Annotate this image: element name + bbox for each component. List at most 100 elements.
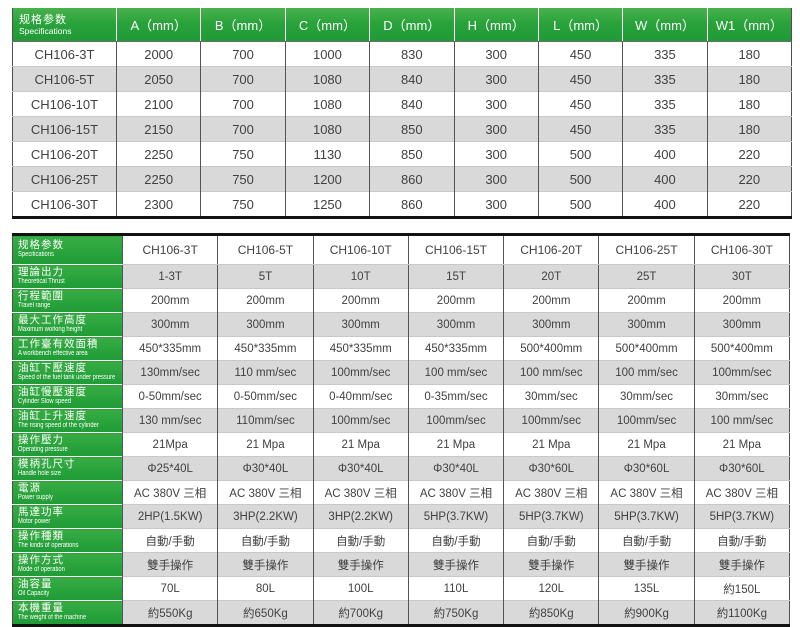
dimension-value-cell: 220 <box>706 166 792 192</box>
model-column-header: CH106-15T <box>407 234 504 265</box>
spec-value-cell: 135L <box>598 576 695 601</box>
dimension-value-cell: 700 <box>200 41 286 67</box>
spec-value-cell: 10T <box>312 264 409 289</box>
spec-label-zh: 油缸上升速度 <box>18 409 87 422</box>
dimension-value-cell: 850 <box>369 116 454 142</box>
dimension-value-cell: 700 <box>200 91 286 117</box>
spec-row: 油缸下壓速度 Speed of the fuel tank under press… <box>12 360 790 385</box>
spec-value-cell: 21 Mpa <box>503 432 599 457</box>
spec-row-label-cell: 本機重量 The weight of the machine <box>12 600 123 626</box>
spec-value-cell: AC 380V 三相 <box>407 480 504 505</box>
spec-row-label-cell: 馬達功率 Motor power <box>12 504 123 529</box>
model-column-header: CH106-10T <box>312 234 409 265</box>
spec-value-cell: 100 mm/sec <box>503 360 599 385</box>
dimension-value-cell: 1000 <box>284 41 370 67</box>
spec-value-cell: AC 380V 三相 <box>598 480 695 505</box>
spec-value-cell: 110mm/sec <box>217 408 314 433</box>
spec-label-en: A workbench effective area <box>18 349 88 357</box>
model-column-header: CH106-30T <box>693 234 790 265</box>
model-column-header: CH106-25T <box>598 234 695 265</box>
dimension-value-cell: 450 <box>537 91 623 117</box>
dimension-value-cell: 400 <box>622 141 708 167</box>
spec-value-cell: 雙手操作 <box>407 552 504 577</box>
spec-value-cell: 自動/手動 <box>217 528 314 553</box>
spec-value-cell: 1-3T <box>121 264 218 289</box>
spec-value-cell: 450*335mm <box>312 336 409 361</box>
spec-value-cell: 300mm <box>121 312 218 337</box>
model-name-cell: CH106-5T <box>12 66 117 92</box>
spec-label-en: Theoretical Thrust <box>18 277 65 285</box>
specs-corner-zh: 规格参数 <box>18 239 64 252</box>
spec-label-zh: 油缸慢壓速度 <box>18 385 87 398</box>
model-name-cell: CH106-30T <box>12 191 117 218</box>
spec-label-zh: 操作壓力 <box>18 433 64 446</box>
spec-value-cell: 300mm <box>312 312 409 337</box>
spec-value-cell: 100 mm/sec <box>407 360 504 385</box>
spec-value-cell: 5HP(3.7KW) <box>407 504 504 529</box>
spec-row-label-cell: 油缸下壓速度 Speed of the fuel tank under press… <box>12 360 123 385</box>
dimension-value-cell: 300 <box>453 141 539 167</box>
spec-value-cell: 200mm <box>312 288 409 313</box>
spec-value-cell: 21 Mpa <box>407 432 504 457</box>
spec-value-cell: 3HP(2.2KW) <box>312 504 409 529</box>
spec-label-zh: 操作方式 <box>18 553 64 566</box>
dimensions-table-body: CH106-3T 2000 700 1000 830 300 450 335 180 CH106-… <box>12 41 792 218</box>
dimensions-row: CH106-20T 2250 750 1130 850 300 500 400 220 <box>12 141 792 167</box>
spec-label-zh: 理論出力 <box>18 265 64 278</box>
spec-value-cell: 約650Kg <box>217 600 314 626</box>
spec-row: 操作種類 The kinds of operations 自動/手動 自動/手動 自動/… <box>12 528 790 553</box>
specs-header-row: 规格参数 Specifications CH106-3T CH106-5T CH10… <box>12 234 790 265</box>
spec-value-cell: 100mm/sec <box>693 360 790 385</box>
spec-label-zh: 最大工作高度 <box>18 313 87 326</box>
spec-row-label-cell: 電源 Power supply <box>12 480 123 505</box>
dimensions-header-row: 规格参数 Specifications A（mm） B（mm） C（mm） D（mm）… <box>12 8 792 42</box>
spec-value-cell: 450*335mm <box>407 336 504 361</box>
spec-value-cell: 300mm <box>693 312 790 337</box>
dimensions-corner-cell: 规格参数 Specifications <box>12 8 117 42</box>
spec-value-cell: 300mm <box>217 312 314 337</box>
spec-value-cell: Φ30*40L <box>312 456 409 481</box>
dimension-value-cell: 2150 <box>115 116 201 142</box>
specs-corner-cell: 规格参数 Specifications <box>12 234 123 265</box>
spec-row: 模柄孔尺寸 Handle hole size Φ25*40L Φ30*40L Φ30*4… <box>12 456 790 481</box>
spec-value-cell: 雙手操作 <box>503 552 599 577</box>
spec-value-cell: Φ25*40L <box>121 456 218 481</box>
spec-label-zh: 油容量 <box>18 577 53 590</box>
dimension-value-cell: 300 <box>453 91 539 117</box>
model-column-header: CH106-20T <box>503 234 599 265</box>
spec-label-en: Operating pressure <box>18 445 68 453</box>
spec-value-cell: Φ30*60L <box>503 456 599 481</box>
dimension-value-cell: 335 <box>622 41 708 67</box>
dimension-value-cell: 400 <box>622 166 708 192</box>
dimension-value-cell: 400 <box>622 191 708 218</box>
spec-value-cell: 2HP(1.5KW) <box>121 504 218 529</box>
dimension-value-cell: 750 <box>200 166 286 192</box>
dimension-value-cell: 750 <box>200 191 286 218</box>
spec-value-cell: 100mm/sec <box>503 408 599 433</box>
spec-value-cell: 0-50mm/sec <box>121 384 218 409</box>
spec-value-cell: 110L <box>407 576 504 601</box>
spec-row: 操作方式 Mode of operation 雙手操作 雙手操作 雙手操作 雙手操作 雙手操… <box>12 552 790 577</box>
dimension-value-cell: 1130 <box>284 141 370 167</box>
dimensions-table-header: 规格参数 Specifications A（mm） B（mm） C（mm） D（mm）… <box>12 8 792 42</box>
spec-value-cell: Φ30*60L <box>598 456 695 481</box>
model-name-cell: CH106-10T <box>12 91 117 117</box>
spec-value-cell: Φ30*60L <box>693 456 790 481</box>
model-name-cell: CH106-20T <box>12 141 117 167</box>
spec-value-cell: 110 mm/sec <box>217 360 314 385</box>
spec-label-zh: 操作種類 <box>18 529 64 542</box>
spec-label-en: Motor power <box>18 517 51 525</box>
spec-label-en: Handle hole size <box>18 469 61 477</box>
spec-value-cell: 自動/手動 <box>121 528 218 553</box>
spec-value-cell: 0-35mm/sec <box>407 384 504 409</box>
dimension-value-cell: 335 <box>622 66 708 92</box>
spec-row-label-cell: 油缸上升速度 The rising speed of the cylinder <box>12 408 123 433</box>
spec-value-cell: 約550Kg <box>121 600 218 626</box>
model-column-header: CH106-5T <box>217 234 314 265</box>
spec-value-cell: 自動/手動 <box>312 528 409 553</box>
spec-value-cell: AC 380V 三相 <box>503 480 599 505</box>
spec-value-cell: 300mm <box>503 312 599 337</box>
spec-value-cell: 30mm/sec <box>503 384 599 409</box>
spec-row-label-cell: 模柄孔尺寸 Handle hole size <box>12 456 123 481</box>
